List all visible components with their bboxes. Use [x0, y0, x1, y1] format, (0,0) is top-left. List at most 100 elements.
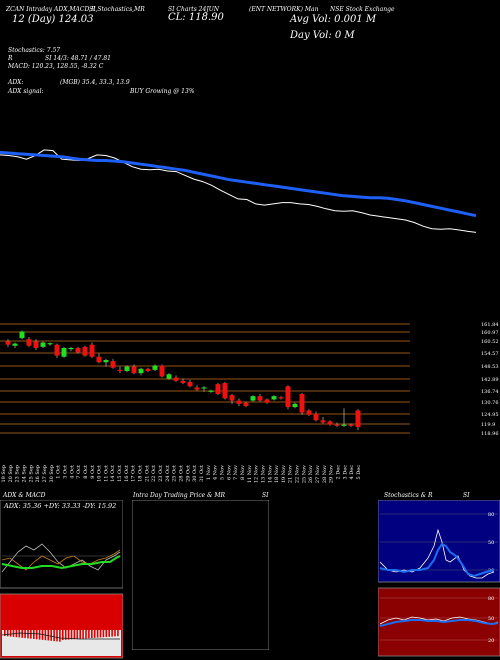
- macd-histogram-bar: [73, 630, 76, 640]
- candle-body: [5, 341, 11, 345]
- date-label: 4 Dec: [349, 465, 355, 480]
- date-label: 27 Nov: [315, 465, 321, 483]
- candle-body: [313, 413, 319, 421]
- candle-body: [250, 396, 256, 401]
- rsi-readout: SI 14/3: 48.71 / 47.81: [45, 55, 111, 62]
- date-label: 5 Dec: [356, 465, 362, 480]
- date-label: 19 Sep: [1, 465, 7, 483]
- candle-body: [173, 377, 179, 381]
- date-label: 25 Oct: [172, 465, 178, 482]
- macd-histogram-bar: [33, 630, 35, 639]
- candle-body: [12, 343, 18, 346]
- date-label: 24 Oct: [165, 465, 171, 482]
- date-label: 11 Nov: [247, 465, 253, 483]
- candle-body: [292, 403, 298, 408]
- price-level-label: 160.52: [481, 339, 499, 345]
- macd-histogram-bar: [24, 630, 26, 639]
- candle-body: [208, 390, 214, 392]
- date-label: 2 Dec: [336, 465, 342, 480]
- mr-panel-suffix: SI: [262, 492, 269, 499]
- candle-body: [89, 344, 95, 357]
- ma-short-line: [0, 149, 477, 233]
- candle-body: [152, 365, 158, 370]
- candle-body: [257, 396, 263, 401]
- date-label: 18 Oct: [138, 465, 144, 482]
- candle-body: [334, 424, 340, 426]
- date-label: 25 Nov: [301, 465, 307, 483]
- macd-histogram-bar: [96, 630, 99, 638]
- date-label: 30 Oct: [192, 465, 198, 482]
- date-label: 8 Oct: [83, 465, 89, 479]
- date-label: 3 Oct: [62, 465, 68, 479]
- price-level-label: 160.97: [481, 330, 499, 336]
- date-label: 23 Oct: [158, 465, 164, 482]
- price-level-label: 148.53: [481, 364, 499, 370]
- date-label: 5 Nov: [219, 465, 225, 480]
- header-line-3: SI Charts 24JUN: [168, 6, 220, 13]
- date-label: 18 Nov: [274, 465, 280, 483]
- candle-body: [138, 368, 144, 374]
- mr-panel: [132, 500, 269, 650]
- date-label: 30 Sep: [49, 465, 55, 483]
- macd-histogram-bar: [67, 630, 70, 640]
- date-label: 29 Oct: [185, 465, 191, 482]
- date-label: 6 Nov: [226, 465, 232, 480]
- date-label: 27 Sep: [42, 465, 48, 483]
- date-label: 9 Oct: [90, 465, 96, 479]
- candle-body: [33, 341, 39, 348]
- candle-body: [327, 421, 333, 425]
- candle-body: [278, 397, 284, 399]
- rsi-tick-80: 80: [488, 596, 494, 602]
- price-level-label: 136.74: [481, 389, 499, 395]
- adx-signal-label: ADX signal:: [8, 88, 44, 95]
- date-label: 4 Nov: [213, 465, 219, 480]
- ma-long-line: [0, 150, 477, 218]
- header-line-2: SI,Stochastics,MR: [89, 6, 145, 13]
- date-label: 3 Dec: [342, 465, 348, 480]
- candle-body: [320, 420, 326, 423]
- date-label: 16 Oct: [124, 465, 130, 482]
- date-label: 1 Nov: [206, 465, 212, 480]
- date-label: 12 Nov: [254, 465, 260, 483]
- header-line-5: NSE Stock Exchange: [330, 6, 395, 13]
- date-label: 4 Oct: [69, 465, 75, 479]
- adx-panel-title: ADX & MACD: [3, 492, 46, 499]
- mr-panel-title: Intra Day Trading Price & MR: [133, 492, 226, 499]
- macd-histogram-bar: [79, 630, 81, 639]
- date-label: 22 Oct: [151, 465, 157, 482]
- stochastics-readout: Stochastics: 7.57: [8, 47, 61, 54]
- macd-histogram-bar: [35, 630, 38, 640]
- macd-histogram-bar: [117, 630, 119, 637]
- stoch-tick-50: 50: [488, 540, 494, 546]
- candle-body: [159, 365, 165, 377]
- macd-histogram-bar: [88, 630, 90, 639]
- candle-body: [145, 368, 151, 371]
- date-label: 8 Nov: [240, 465, 246, 480]
- macd-histogram-bar: [41, 630, 44, 640]
- candle-body: [201, 387, 207, 389]
- candle-body: [131, 366, 137, 374]
- day-volume: Day Vol: 0 M: [290, 30, 355, 41]
- stoch-panel-suffix: SI: [463, 492, 470, 499]
- stochastics-panel: 80 50 20 80 50 20: [378, 500, 500, 657]
- candle-body: [355, 410, 361, 428]
- candle-body: [19, 331, 25, 339]
- price-level-label: 161.84: [481, 322, 499, 328]
- date-label: 29 Nov: [329, 465, 335, 483]
- date-label: 17 Oct: [131, 465, 137, 482]
- candle-body: [187, 381, 193, 387]
- candle-body: [271, 396, 277, 400]
- candle-body: [110, 361, 116, 368]
- close-price: CL: 118.90: [168, 12, 224, 23]
- macd-histogram-bar: [53, 630, 55, 642]
- macd-histogram-bar: [76, 630, 79, 639]
- date-label: 19 Nov: [281, 465, 287, 483]
- macd-histogram-bar: [18, 630, 21, 638]
- avg-volume: Avg Vol: 0.001 M: [290, 14, 377, 25]
- stoch-panel-title: Stochastics & R: [384, 492, 433, 499]
- rsi-tick-20: 20: [488, 638, 494, 644]
- date-label: 24 Sep: [21, 465, 27, 483]
- adx-macd-panel: [0, 500, 123, 659]
- macd-histogram-bar: [21, 630, 23, 638]
